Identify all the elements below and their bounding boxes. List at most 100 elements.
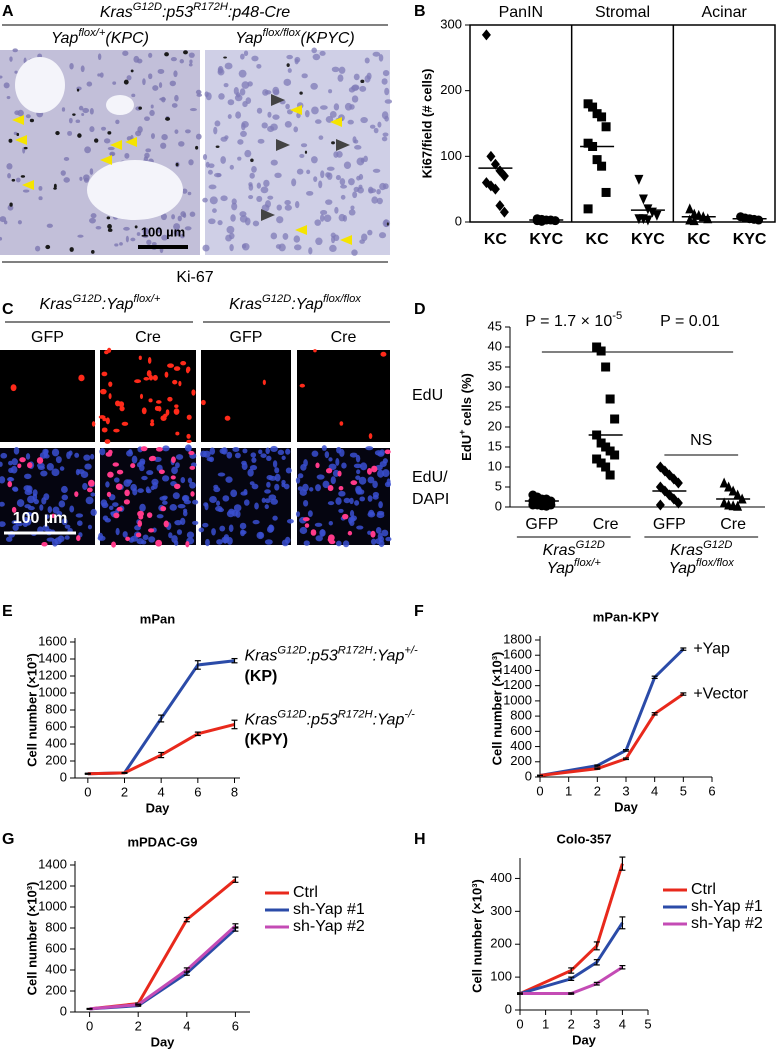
- cell: [238, 69, 247, 78]
- cell: [264, 504, 269, 510]
- cell: [89, 168, 94, 175]
- cell: [77, 520, 83, 527]
- cell: [82, 107, 90, 114]
- cell: [150, 419, 154, 424]
- series-line: [539, 648, 685, 777]
- y-tick-label: 800: [510, 708, 532, 723]
- scale-label: 100 µm: [13, 510, 68, 527]
- cell: [300, 143, 308, 148]
- cell: [160, 142, 167, 149]
- cell: [190, 491, 195, 497]
- cell: [38, 185, 43, 191]
- cell: [174, 520, 183, 526]
- cell: [7, 173, 12, 179]
- x-axis-label: Day: [572, 1032, 597, 1047]
- cell: [9, 202, 13, 207]
- panel-title: Stromal: [595, 4, 650, 21]
- cell: [184, 129, 191, 134]
- cell: [78, 374, 85, 382]
- cell: [338, 508, 344, 513]
- cell: [223, 83, 229, 88]
- cell: [77, 234, 84, 238]
- error-bar: [593, 941, 600, 951]
- cell: [23, 516, 29, 524]
- data-point: [597, 112, 607, 122]
- panel-letter: B: [414, 3, 426, 20]
- panel-title: PanIN: [499, 4, 543, 21]
- cell: [38, 196, 43, 201]
- cell: [349, 452, 358, 458]
- cell: [208, 163, 215, 169]
- cell: [294, 58, 299, 65]
- cell: [55, 456, 62, 464]
- text-part: Yap: [235, 30, 262, 47]
- cell: [293, 126, 299, 133]
- error-bar: [593, 981, 600, 986]
- cell: [343, 497, 351, 504]
- cell: [188, 63, 193, 67]
- cell: [125, 235, 129, 243]
- cell: [234, 94, 243, 102]
- cell: [228, 232, 235, 240]
- cell: [284, 204, 292, 211]
- cell: [78, 105, 84, 111]
- cell: [351, 249, 358, 256]
- cell: [68, 450, 73, 456]
- cell: [36, 457, 44, 464]
- cell: [316, 474, 325, 480]
- cell: [205, 92, 212, 101]
- cell: [265, 447, 270, 455]
- cell: [353, 186, 360, 193]
- legend-abbr: (KPY): [245, 732, 289, 749]
- cell: [108, 449, 113, 455]
- error-bar: [568, 976, 575, 982]
- text-part: G12D: [133, 1, 162, 13]
- cell: [131, 455, 138, 464]
- cell: [102, 417, 107, 422]
- cell: [257, 138, 265, 144]
- cell: [287, 68, 292, 73]
- data-point: [499, 206, 509, 218]
- cell: [306, 169, 311, 175]
- cell: [84, 146, 92, 154]
- x-tick-label: KYC: [733, 231, 767, 248]
- cell: [322, 480, 330, 489]
- cell: [230, 214, 236, 222]
- cell: [326, 166, 335, 171]
- y-tick-label: 1800: [503, 631, 532, 646]
- cell: [173, 366, 181, 371]
- cell: [148, 456, 155, 462]
- cell: [350, 480, 358, 486]
- legend-label: sh-Yap #2: [293, 918, 365, 935]
- series-line: [539, 692, 685, 777]
- cell: [320, 529, 325, 537]
- cell: [214, 120, 221, 127]
- cell: [241, 81, 250, 89]
- data-point: [601, 462, 611, 472]
- cell: [119, 406, 125, 412]
- cell: [25, 114, 31, 119]
- panel-letter: F: [414, 603, 424, 620]
- cell: [297, 473, 304, 479]
- cell: [121, 421, 129, 426]
- cell: [330, 476, 336, 485]
- legend-label: Ctrl: [293, 884, 318, 901]
- cell: [272, 515, 278, 521]
- text-part: cells (%): [459, 373, 474, 429]
- cell: [227, 99, 235, 106]
- cell: [115, 483, 123, 490]
- cell: [90, 453, 95, 460]
- legend-abbr: (KP): [245, 668, 278, 685]
- cell: [367, 495, 373, 502]
- cell: [329, 111, 337, 118]
- cell: [286, 63, 290, 68]
- legend-label: KrasG12D:p53R172H:Yap-/-: [245, 708, 416, 728]
- cell: [286, 54, 293, 60]
- data-point: [597, 161, 607, 171]
- cell: [264, 498, 271, 504]
- cell: [6, 163, 13, 170]
- cell: [0, 75, 3, 79]
- x-tick-label: 5: [680, 783, 687, 798]
- x-tick-label: 6: [194, 784, 201, 799]
- panel-letter: E: [2, 603, 13, 620]
